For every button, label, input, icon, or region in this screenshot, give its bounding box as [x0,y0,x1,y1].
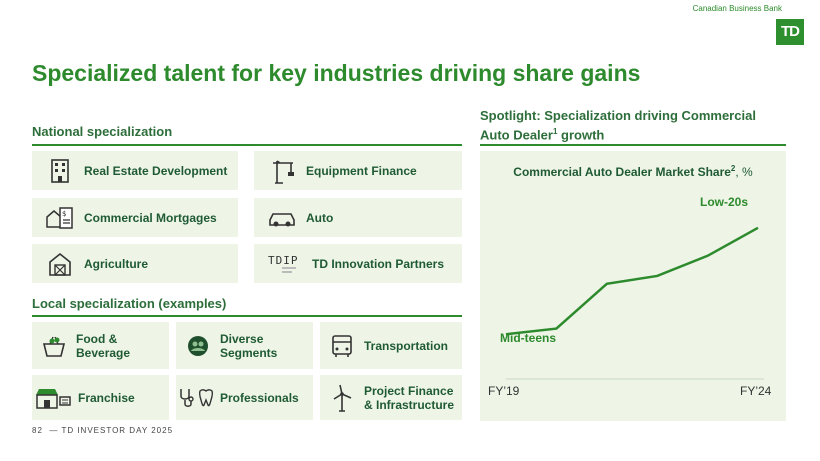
national-tile-real-estate: Real Estate Development [32,151,238,190]
tile-label: TD Innovation Partners [312,256,445,271]
tile-label: Diverse Segments [220,331,278,360]
spotlight-heading: Spotlight: Specialization driving Commer… [480,108,800,143]
series-line [505,226,759,336]
wind-turbine-icon [328,384,356,412]
local-tile-project-finance: Project Finance & Infrastructure [320,375,462,420]
local-tile-franchise: Franchise [32,375,169,420]
people-circle-icon [184,332,212,360]
end-annotation: Low-20s [700,195,749,209]
tile-label: Franchise [78,390,135,405]
footnote-1: 1 [552,127,558,136]
page-title: Specialized talent for key industries dr… [32,60,641,86]
brand-label: Canadian Business Bank [692,4,782,13]
national-tile-commercial-mortgages: $ Commercial Mortgages [32,198,238,237]
national-tile-td-innovation-partners: TDIP TD Innovation Partners [254,244,462,283]
svg-text:$: $ [62,210,66,218]
footer-text: — TD INVESTOR DAY 2025 [49,426,174,435]
svg-text:TDIP: TDIP [268,254,299,267]
national-tile-agriculture: Agriculture [32,244,238,283]
tile-label: Project Finance & Infrastructure [364,383,455,412]
car-icon [268,204,296,232]
footer: 82 — TD INVESTOR DAY 2025 [32,426,173,435]
tile-label: Commercial Mortgages [84,210,217,225]
national-rule [32,144,462,146]
local-tile-diverse-segments: Diverse Segments [176,322,313,369]
spotlight-heading-line2-end: growth [557,127,605,143]
chart-panel [480,151,786,421]
td-logo: TD [776,19,804,45]
spotlight-rule [480,144,786,146]
national-tile-equipment-finance: Equipment Finance [254,151,462,190]
start-annotation: Mid-teens [500,331,557,345]
local-tile-transportation: Transportation [320,322,462,369]
tile-label: Real Estate Development [84,163,228,178]
house-document-icon: $ [46,204,74,232]
chart-title: Commercial Auto Dealer Market Share2, % [480,164,786,179]
barn-icon [46,250,74,278]
chart-title-text: Commercial Auto Dealer Market Share [513,165,731,179]
national-heading: National specialization [32,124,173,139]
x-tick-label-start: FY’19 [488,384,520,398]
tile-label: Food & Beverage [76,331,131,360]
footnote-2: 2 [730,164,736,173]
building-icon [46,157,74,185]
local-rule [32,315,462,317]
tile-label: Auto [306,210,334,225]
stethoscope-tooth-icon [178,384,214,412]
local-tile-professionals: Professionals [176,375,313,420]
chart-title-unit: , % [735,165,753,179]
local-heading: Local specialization (examples) [32,296,227,311]
x-tick-label-end: FY’24 [740,384,772,398]
tile-label: Equipment Finance [306,163,417,178]
page-number: 82 [32,426,43,435]
tile-label: Professionals [220,390,299,405]
tile-label: Transportation [364,338,449,353]
national-tile-auto: Auto [254,198,462,237]
local-tile-food-beverage: Food & Beverage [32,322,169,369]
crane-icon [268,157,296,185]
grocery-basket-icon [40,332,68,360]
tile-label: Agriculture [84,256,149,271]
spotlight-heading-line1: Spotlight: Specialization driving Commer… [480,108,756,123]
tdip-logo: TDIP [268,250,302,278]
bus-icon [328,332,356,360]
storefront-icon [34,384,72,412]
chart-svg [505,226,764,380]
spotlight-heading-line2: Auto Dealer [480,127,553,143]
